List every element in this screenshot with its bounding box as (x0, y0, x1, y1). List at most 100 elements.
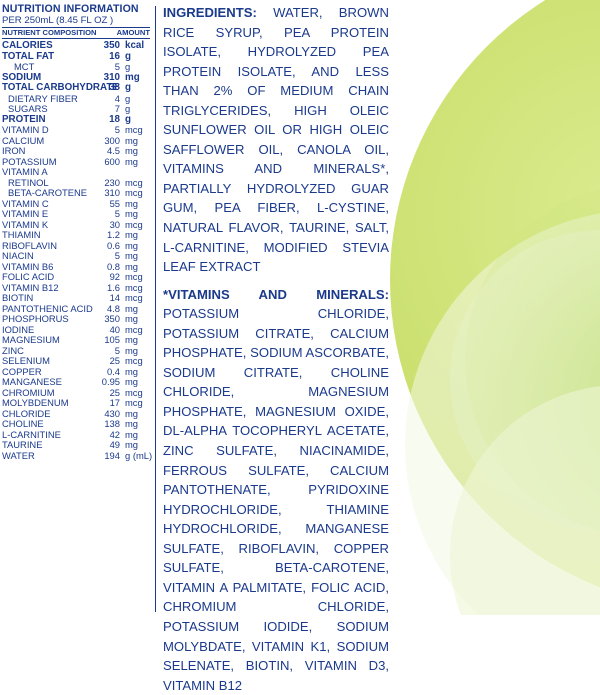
nutrient-unit: mg (125, 302, 139, 314)
nutrient-unit: g (125, 92, 131, 104)
nutrient-unit: mcg (125, 386, 143, 398)
nutrient-row: CHROMIUM 25 mcg (2, 386, 150, 399)
nutrient-amount: 600 (104, 155, 120, 167)
ingredients-panel: INGREDIENTS: WATER, BROWN RICE SYRUP, PE… (163, 3, 389, 695)
nutrient-row: WATER 194 g (mL) (2, 449, 152, 462)
nutrient-name: IRON (2, 145, 26, 156)
nutrient-amount: 4.8 (106, 302, 120, 314)
nutrient-row: MOLYBDENUM 17 mcg (2, 397, 150, 409)
nutrition-title: NUTRITION INFORMATION (2, 3, 139, 15)
nutrient-unit: mcg (125, 281, 143, 293)
nutrient-amount: 49 (109, 439, 120, 450)
nutrient-unit: mg (125, 344, 139, 356)
vitamins-label: *VITAMINS AND MINERALS: (163, 286, 389, 302)
nutrient-row: MAGNESIUM 105 mg (2, 334, 150, 346)
nutrient-name: PHOSPHORUS (2, 313, 69, 324)
nutrient-unit: g (125, 61, 131, 72)
nutrient-row: VITAMIN C 55 mg (2, 197, 150, 210)
mint-circle (450, 230, 600, 530)
nutrient-row: CALORIES 350 kcal (2, 40, 150, 52)
nutrient-name: MOLYBDENUM (2, 397, 69, 408)
nutrition-panel: NUTRITION INFORMATION PER 250mL (8.45 FL… (2, 3, 152, 462)
nutrient-name: MANGANESE (2, 376, 62, 387)
nutrient-row: PHOSPHORUS 350 mg (2, 313, 150, 325)
nutrient-row: TAURINE 49 mg (2, 439, 150, 451)
ingredients-label: INGREDIENTS: (163, 5, 257, 20)
nutrient-name: PANTOTHENIC ACID (2, 302, 93, 314)
nutrient-unit: kcal (125, 40, 145, 51)
nutrient-unit: mg (125, 365, 139, 377)
nutrient-name: CALORIES (2, 40, 53, 51)
nutrient-name: VITAMIN B12 (2, 281, 59, 293)
nutrient-name: CHOLINE (2, 418, 44, 429)
nutrient-unit: mg (125, 197, 139, 209)
nutrient-row: THIAMIN 1.2 mg (2, 229, 150, 241)
nutrient-amount: 25 (109, 386, 120, 398)
nutrient-unit: mg (125, 229, 139, 240)
serving-size: PER 250mL (8.45 FL OZ ) (2, 15, 114, 26)
nutrient-row: SUGARS 7 g (2, 103, 150, 115)
nutrient-amount: 92 (109, 271, 120, 282)
nutrient-row: RETINOL 230 mcg (2, 176, 150, 189)
nutrient-row: VITAMIN K 30 mcg (2, 218, 150, 231)
nutrient-amount: 5 (114, 250, 120, 261)
nutrient-name: MCT (14, 61, 35, 72)
nutrient-name: CHROMIUM (2, 386, 55, 398)
nutrient-row: TOTAL FAT 16 g (2, 50, 150, 63)
nutrient-amount: 30 (109, 218, 120, 230)
nutrient-name: ZINC (2, 344, 24, 356)
nutrient-row: VITAMIN B12 1.6 mcg (2, 281, 150, 294)
nutrient-unit: mg (125, 439, 139, 450)
nutrient-name: IODINE (2, 323, 35, 335)
nutrient-amount: 0.8 (106, 260, 120, 272)
nutrient-amount: 105 (104, 334, 120, 345)
nutrient-amount: 194 (104, 449, 120, 461)
nutrient-unit: mcg (125, 323, 143, 335)
nutrient-amount: 430 (104, 407, 120, 419)
nutrient-amount: 5 (114, 344, 120, 356)
nutrient-amount: 4.5 (106, 145, 120, 156)
nutrient-row: L-CARNITINE 42 mg (2, 428, 150, 441)
nutrient-name: THIAMIN (2, 229, 41, 240)
nutrient-name: SUGARS (8, 103, 48, 114)
nutrient-row: COPPER 0.4 mg (2, 365, 150, 378)
nutrient-name: VITAMIN C (2, 197, 49, 209)
nutrient-name: PROTEIN (2, 113, 46, 125)
nutrient-amount: 4 (114, 92, 120, 104)
nutrient-amount: 42 (109, 428, 120, 440)
nutrient-unit: g (125, 103, 131, 114)
nutrient-name: VITAMIN B6 (2, 260, 54, 272)
nutrient-unit: mg (125, 428, 139, 440)
nutrient-name: TAURINE (2, 439, 43, 450)
nutrient-amount: 230 (104, 176, 120, 188)
nutrient-amount: 14 (109, 292, 120, 303)
vitamins-paragraph: *VITAMINS AND MINERALS: POTASSIUM CHLORI… (163, 285, 389, 695)
nutrient-unit: mcg (125, 271, 143, 282)
nutrient-unit: mcg (125, 397, 143, 408)
nutrient-amount: 40 (109, 323, 120, 335)
nutrient-row: POTASSIUM 600 mg (2, 155, 150, 168)
nutrient-name: BIOTIN (2, 292, 34, 303)
nutrient-row: PANTOTHENIC ACID 4.8 mg (2, 302, 150, 315)
nutrient-amount: 18 (109, 113, 120, 125)
nutrient-row: FOLIC ACID 92 mcg (2, 271, 150, 283)
nutrient-row: BETA-CAROTENE 310 mcg (2, 187, 150, 199)
nutrient-unit: mg (125, 407, 139, 419)
nutrient-amount: 138 (104, 418, 120, 429)
nutrient-row: CHLORIDE 430 mg (2, 407, 150, 420)
nutrient-name: CALCIUM (2, 134, 45, 146)
nutrient-name: VITAMIN D (2, 124, 49, 135)
nutrient-amount: 0.6 (106, 239, 120, 251)
nutrient-amount: 5 (114, 124, 120, 135)
nutrient-name: CHLORIDE (2, 407, 51, 419)
nutrient-name: TOTAL FAT (2, 50, 55, 62)
ingredients-paragraph: INGREDIENTS: WATER, BROWN RICE SYRUP, PE… (163, 3, 389, 277)
nutrient-amount: 310 (104, 187, 120, 198)
nutrient-row: RIBOFLAVIN 0.6 mg (2, 239, 150, 252)
nutrient-amount: 300 (104, 134, 120, 146)
nutrient-row: MANGANESE 0.95 mg (2, 376, 150, 388)
nutrient-row: TOTAL CARBOHYDRATE 38 g (2, 82, 150, 94)
nutrient-row: BIOTIN 14 mcg (2, 292, 150, 304)
header-nutrient: NUTRIENT COMPOSITION (2, 28, 97, 37)
nutrient-name: L-CARNITINE (2, 428, 61, 440)
